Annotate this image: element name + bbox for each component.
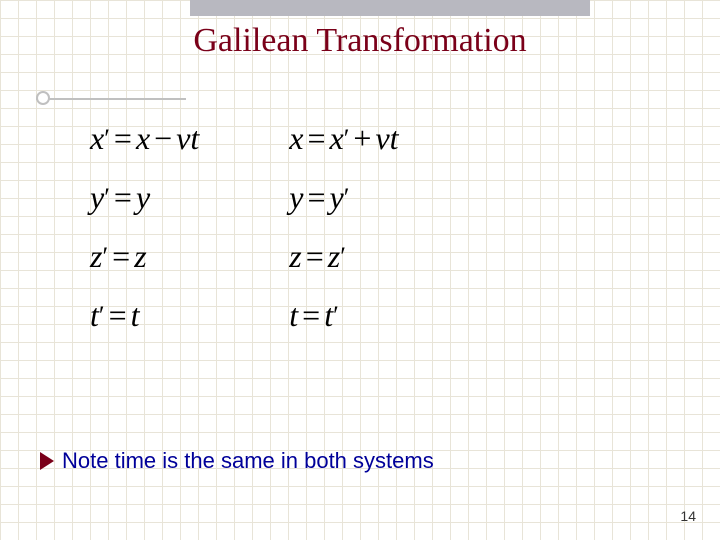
equations-right-column: x=x′+vt y=y′ z=z′ t=t′ bbox=[289, 120, 398, 334]
page-number: 14 bbox=[680, 508, 696, 524]
title-underline-node bbox=[36, 91, 50, 105]
equations-left-column: x′=x−vt y′=y z′=z t′=t bbox=[90, 120, 199, 334]
chevron-right-icon bbox=[40, 452, 54, 470]
note-text: Note time is the same in both systems bbox=[62, 448, 434, 474]
equation-row: z′=z bbox=[90, 238, 199, 275]
equation-row: y=y′ bbox=[289, 179, 398, 216]
equations-block: x′=x−vt y′=y z′=z t′=t x=x′+vt y=y′ z=z′… bbox=[90, 120, 660, 334]
equation-row: x=x′+vt bbox=[289, 120, 398, 157]
equation-row: y′=y bbox=[90, 179, 199, 216]
equation-row: x′=x−vt bbox=[90, 120, 199, 157]
equation-row: z=z′ bbox=[289, 238, 398, 275]
equation-row: t′=t bbox=[90, 297, 199, 334]
bullet-row: Note time is the same in both systems bbox=[40, 448, 434, 474]
equation-row: t=t′ bbox=[289, 297, 398, 334]
slide-title: Galilean Transformation bbox=[0, 22, 720, 60]
title-underline bbox=[36, 98, 186, 100]
header-accent-bar bbox=[190, 0, 590, 16]
